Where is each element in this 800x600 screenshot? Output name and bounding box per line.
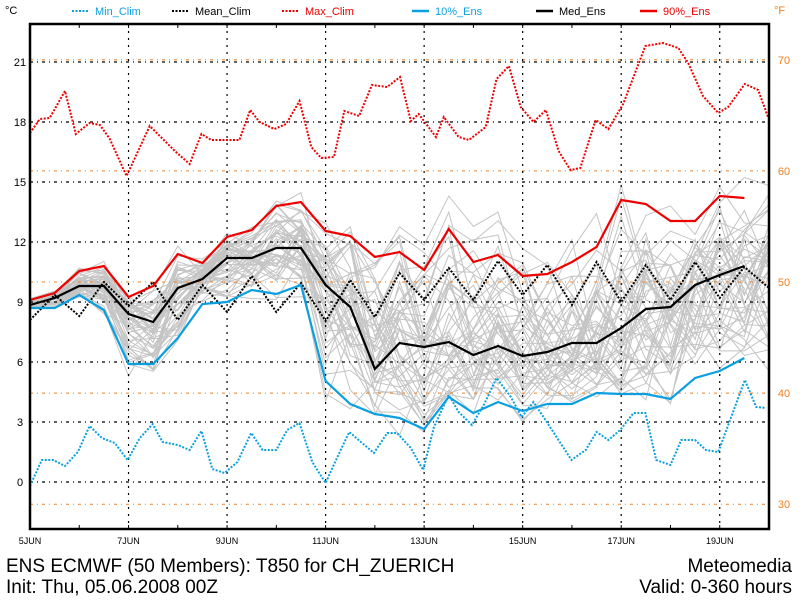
x-tick-label: 5JUN: [19, 536, 42, 546]
ensemble-member-line: [29, 230, 770, 394]
ensemble-member-line: [29, 231, 770, 390]
y-tick-label: 15: [14, 177, 26, 189]
legend-label: Med_Ens: [559, 6, 606, 18]
y-tick-label: 3: [17, 417, 23, 429]
y-tick-label: 9: [17, 297, 23, 309]
x-tick-label: 11JUN: [312, 536, 339, 546]
legend-label: Min_Clim: [95, 6, 141, 18]
ensemble-member-line: [29, 209, 770, 409]
ensemble-member-line: [29, 218, 770, 401]
ensemble-member-line: [29, 219, 770, 437]
legend-label: 10%_Ens: [435, 6, 483, 18]
legend-label: 90%_Ens: [663, 6, 711, 18]
y-right-tick-label: 70: [778, 55, 790, 67]
legend-label: Max_Clim: [305, 6, 354, 18]
x-tick-label: 13JUN: [410, 536, 438, 546]
med-ens-line: [29, 246, 745, 372]
ensemble-member-line: [29, 193, 770, 386]
y-tick-label: 21: [14, 57, 26, 69]
10-ens-line: [30, 283, 745, 431]
y-tick-label: 0: [17, 477, 23, 489]
x-tick-label: 9JUN: [216, 536, 239, 546]
init-time: Init: Thu, 05.06.2008 00Z: [6, 577, 218, 598]
y-tick-label: 6: [17, 357, 23, 369]
ensemble-member-line: [29, 232, 770, 400]
x-tick-label: 17JUN: [607, 536, 635, 546]
ensemble-member-line: [29, 217, 770, 411]
ensemble-member-line: [29, 243, 770, 427]
x-tick-label: 15JUN: [509, 536, 537, 546]
ensemble-member-line: [29, 211, 770, 392]
y-axis-unit-celsius: °C: [5, 5, 17, 17]
valid-range: Valid: 0-360 hours: [639, 577, 792, 598]
chart-title: ENS ECMWF (50 Members): T850 for CH_ZUER…: [6, 556, 454, 577]
ensemble-member-line: [29, 203, 770, 396]
y-axis-unit-fahrenheit: °F: [774, 5, 785, 17]
max-clim-line: [29, 41, 769, 179]
y-tick-label: 12: [14, 237, 26, 249]
ensemble-members: [29, 176, 770, 437]
min-clim-line: [29, 376, 767, 487]
y-right-tick-label: 40: [778, 388, 790, 400]
ensemble-member-line: [29, 212, 770, 395]
mean-clim-line: [29, 259, 770, 323]
axis-labels: 0 3 6 9 12 15 18 21 30 40 50 60 70 5JUN 7JUN 9JUN 11JUN 1…: [14, 55, 790, 546]
ensemble-member-line: [29, 214, 770, 416]
series-lines: [29, 41, 770, 487]
x-tick-label: 7JUN: [117, 536, 140, 546]
ensemble-member-line: [29, 212, 770, 434]
y-right-tick-label: 60: [778, 166, 790, 178]
ensemble-member-line: [29, 210, 770, 396]
y-right-tick-label: 30: [778, 499, 790, 511]
legend-label: Mean_Clim: [195, 6, 251, 18]
plot-frame: [28, 22, 771, 531]
legend: Min_Clim Mean_Clim Max_Clim 10%_Ens Med_Ens 9…: [72, 6, 711, 18]
90-ens-line: [29, 194, 745, 302]
ensemble-member-line: [29, 232, 770, 384]
y-tick-label: 18: [14, 117, 26, 129]
x-tick-label: 19JUN: [706, 536, 734, 546]
credit-meteomedia: Meteomedia: [687, 556, 792, 577]
y-right-tick-label: 50: [778, 277, 790, 289]
